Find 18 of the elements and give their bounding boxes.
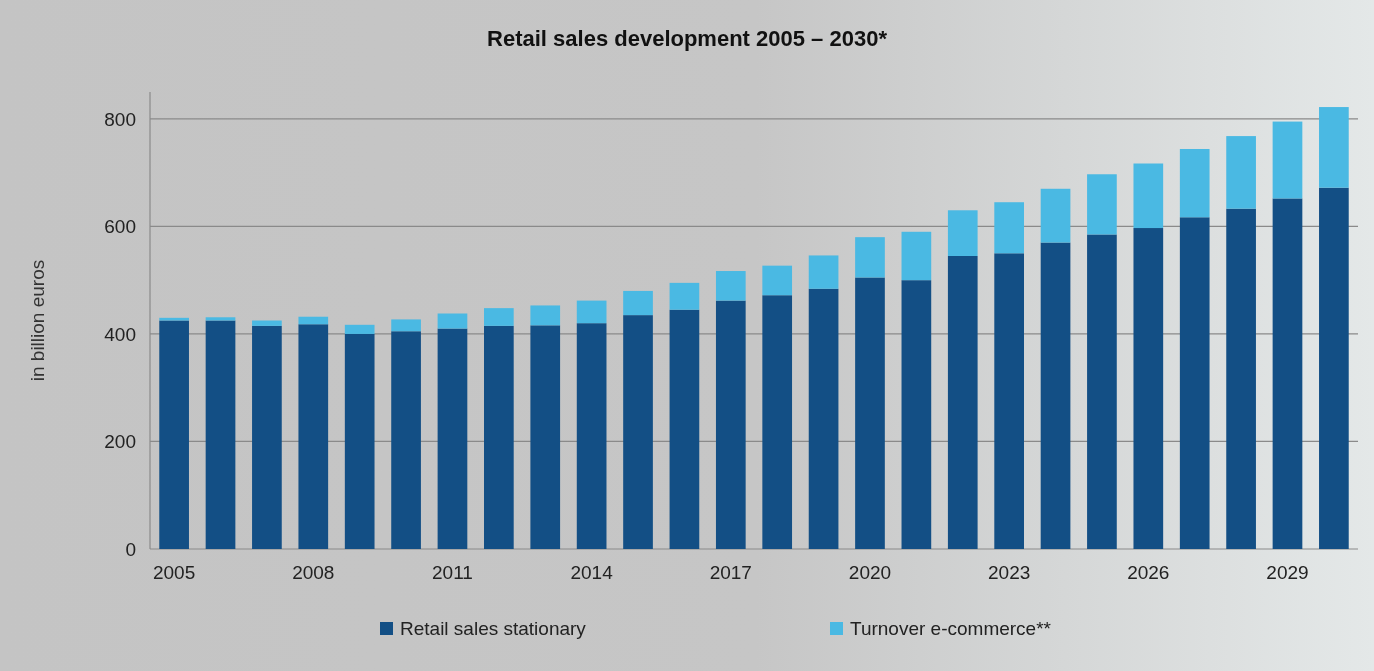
x-tick-label: 2008	[292, 562, 335, 583]
x-tick-label: 2026	[1127, 562, 1170, 583]
chart-title: Retail sales development 2005 – 2030*	[487, 26, 888, 51]
legend-label: Turnover e-commerce**	[850, 618, 1052, 639]
y-tick-label: 400	[104, 323, 136, 345]
legend-label: Retail sales stationary	[400, 618, 587, 639]
x-tick-label: 2017	[709, 562, 752, 583]
y-tick-label: 200	[104, 431, 136, 453]
y-tick-label: 800	[104, 108, 136, 130]
x-tick-label: 2005	[152, 562, 196, 583]
x-tick-label: 2014	[570, 562, 614, 583]
x-tick-label: 2029	[1266, 562, 1309, 583]
y-tick-label: 600	[104, 216, 136, 238]
y-tick-label: 0	[125, 538, 136, 560]
x-tick-label: 2023	[988, 562, 1031, 583]
y-axis-title: in billion euros	[27, 259, 48, 382]
x-tick-label: 2020	[848, 562, 892, 583]
x-tick-label: 2011	[432, 562, 473, 583]
